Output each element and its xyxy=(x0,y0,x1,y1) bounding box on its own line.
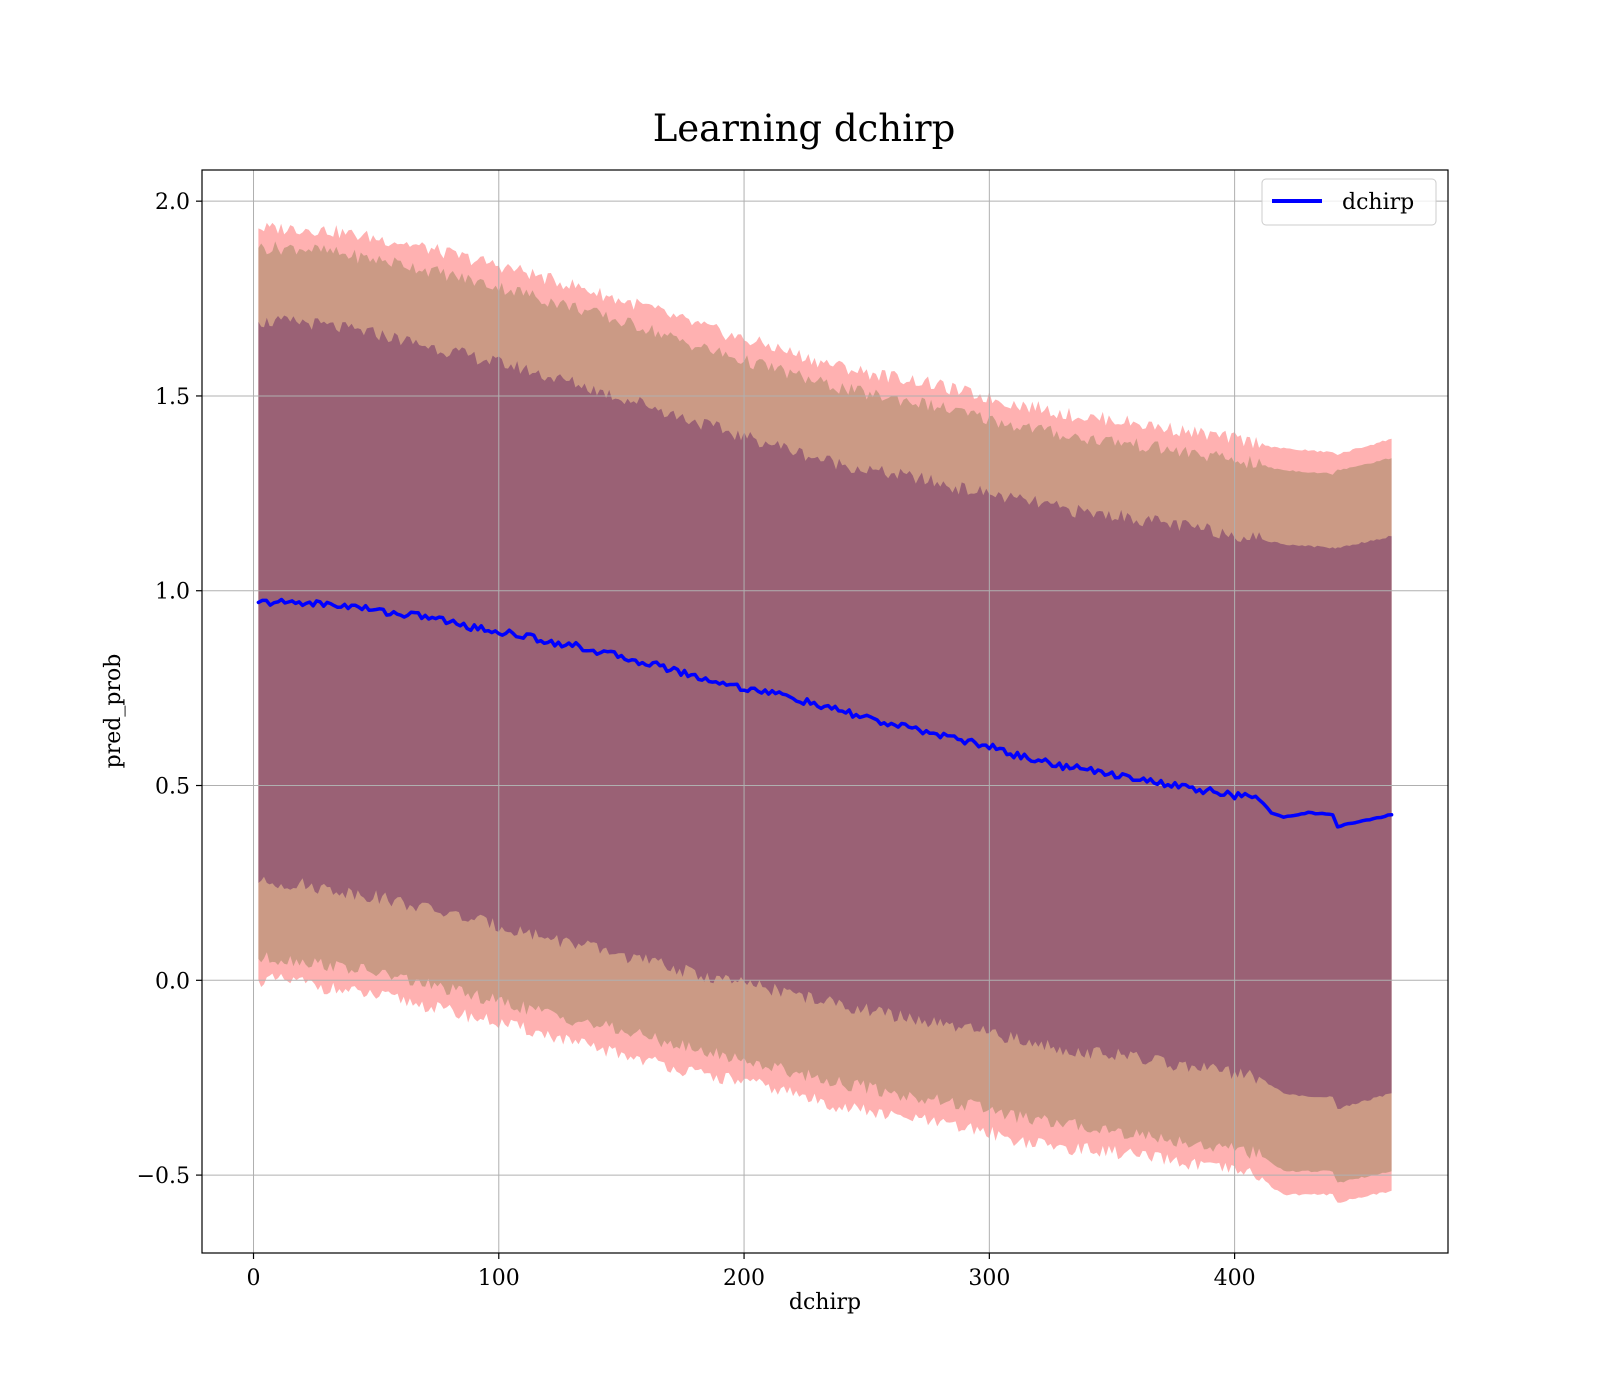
legend-box xyxy=(1261,178,1437,226)
y-tick-label-4: 1.5 xyxy=(155,385,190,410)
series-line-dchirp xyxy=(256,597,1394,829)
y-tick-label-0: −0.5 xyxy=(137,1164,190,1189)
y-tick-label-2: 0.5 xyxy=(155,775,190,800)
x-tick-label-0: 0 xyxy=(247,1266,261,1291)
y-tick-label-3: 1.0 xyxy=(155,580,190,605)
chart-title: Learning dchirp xyxy=(653,107,956,150)
x-tick-label-4: 400 xyxy=(1214,1266,1256,1291)
x-axis-label: dchirp xyxy=(789,1290,861,1315)
y-tick-label-5: 2.0 xyxy=(155,190,190,215)
gridlines xyxy=(202,170,1448,1253)
y-axis-ticks: −0.5 0.0 0.5 1.0 1.5 2.0 xyxy=(137,190,202,1189)
series-lines xyxy=(256,597,1394,829)
x-axis-ticks: 0 100 200 300 400 xyxy=(247,1253,1256,1291)
y-tick-label-1: 0.0 xyxy=(155,969,190,994)
confidence-bands xyxy=(258,222,1392,1203)
legend-label-dchirp: dchirp xyxy=(1342,190,1414,215)
x-tick-label-1: 100 xyxy=(478,1266,520,1291)
x-tick-label-3: 300 xyxy=(968,1266,1010,1291)
legend: dchirp xyxy=(1261,178,1437,226)
plot-frame xyxy=(201,169,1449,1254)
plot-area xyxy=(201,169,1449,1254)
x-tick-label-2: 200 xyxy=(723,1266,765,1291)
y-axis-label: pred_prob xyxy=(101,654,126,769)
band-3 xyxy=(258,315,1392,1109)
